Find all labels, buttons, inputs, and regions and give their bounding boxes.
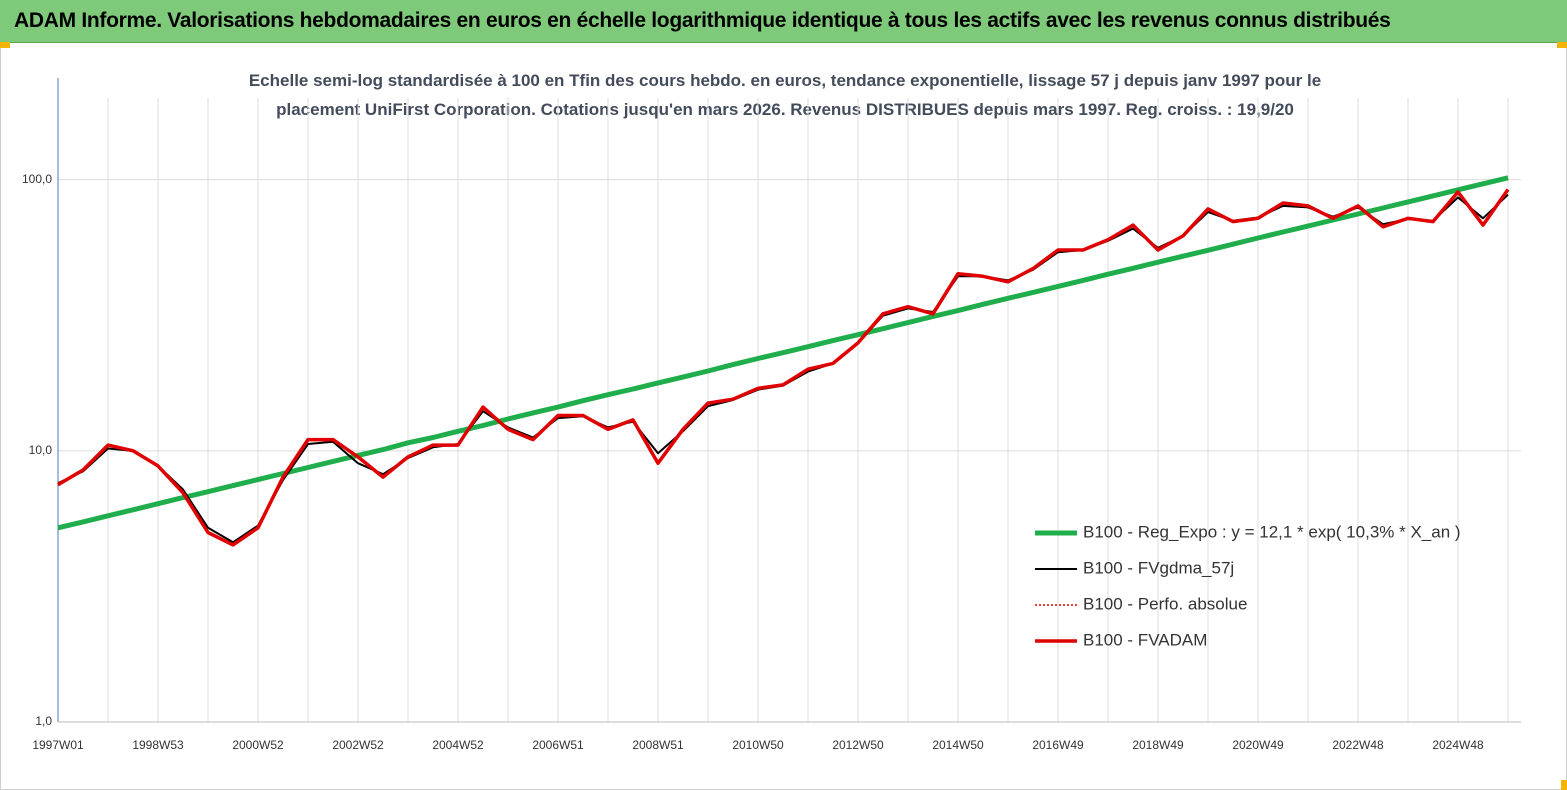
x-tick-label: 2014W50 bbox=[932, 738, 984, 752]
x-tick-label: 2000W52 bbox=[232, 738, 284, 752]
y-tick-label: 1,0 bbox=[35, 714, 52, 728]
legend-label: B100 - FVgdma_57j bbox=[1083, 558, 1234, 577]
x-tick-label: 2010W50 bbox=[732, 738, 784, 752]
x-tick-label: 2016W49 bbox=[1032, 738, 1084, 752]
legend: B100 - Reg_Expo : y = 12,1 * exp( 10,3% … bbox=[1035, 522, 1461, 649]
x-tick-label: 2004W52 bbox=[432, 738, 484, 752]
x-tick-label: 2006W51 bbox=[532, 738, 584, 752]
chart-subtitle: Echelle semi-log standardisée à 100 en T… bbox=[248, 71, 1322, 119]
corner-mark bbox=[0, 42, 10, 48]
series-line bbox=[57, 175, 1509, 531]
y-tick-label: 100,0 bbox=[22, 172, 52, 186]
header: ADAM Informe. Valorisations hebdomadaire… bbox=[0, 0, 1567, 43]
legend-label: B100 - Reg_Expo : y = 12,1 * exp( 10,3% … bbox=[1083, 522, 1461, 541]
x-tick-label: 2022W48 bbox=[1332, 738, 1384, 752]
x-tick-label: 2018W49 bbox=[1132, 738, 1184, 752]
x-tick-label: 2012W50 bbox=[832, 738, 884, 752]
x-tick-label: 1998W53 bbox=[132, 738, 184, 752]
y-tick-label: 10,0 bbox=[29, 443, 53, 457]
x-tick-label: 2020W49 bbox=[1232, 738, 1284, 752]
legend-label: B100 - Perfo. absolue bbox=[1083, 594, 1247, 613]
x-tick-label: 2024W48 bbox=[1432, 738, 1484, 752]
corner-mark bbox=[1557, 42, 1567, 48]
x-tick-label: 2002W52 bbox=[332, 738, 384, 752]
x-tick-label: 1997W01 bbox=[32, 738, 84, 752]
x-tick-label: 2008W51 bbox=[632, 738, 684, 752]
legend-label: B100 - FVADAM bbox=[1083, 630, 1207, 649]
chart-title: ADAM Informe. Valorisations hebdomadaire… bbox=[14, 9, 1391, 32]
corner-mark bbox=[1561, 780, 1567, 790]
series-line bbox=[57, 188, 1510, 547]
